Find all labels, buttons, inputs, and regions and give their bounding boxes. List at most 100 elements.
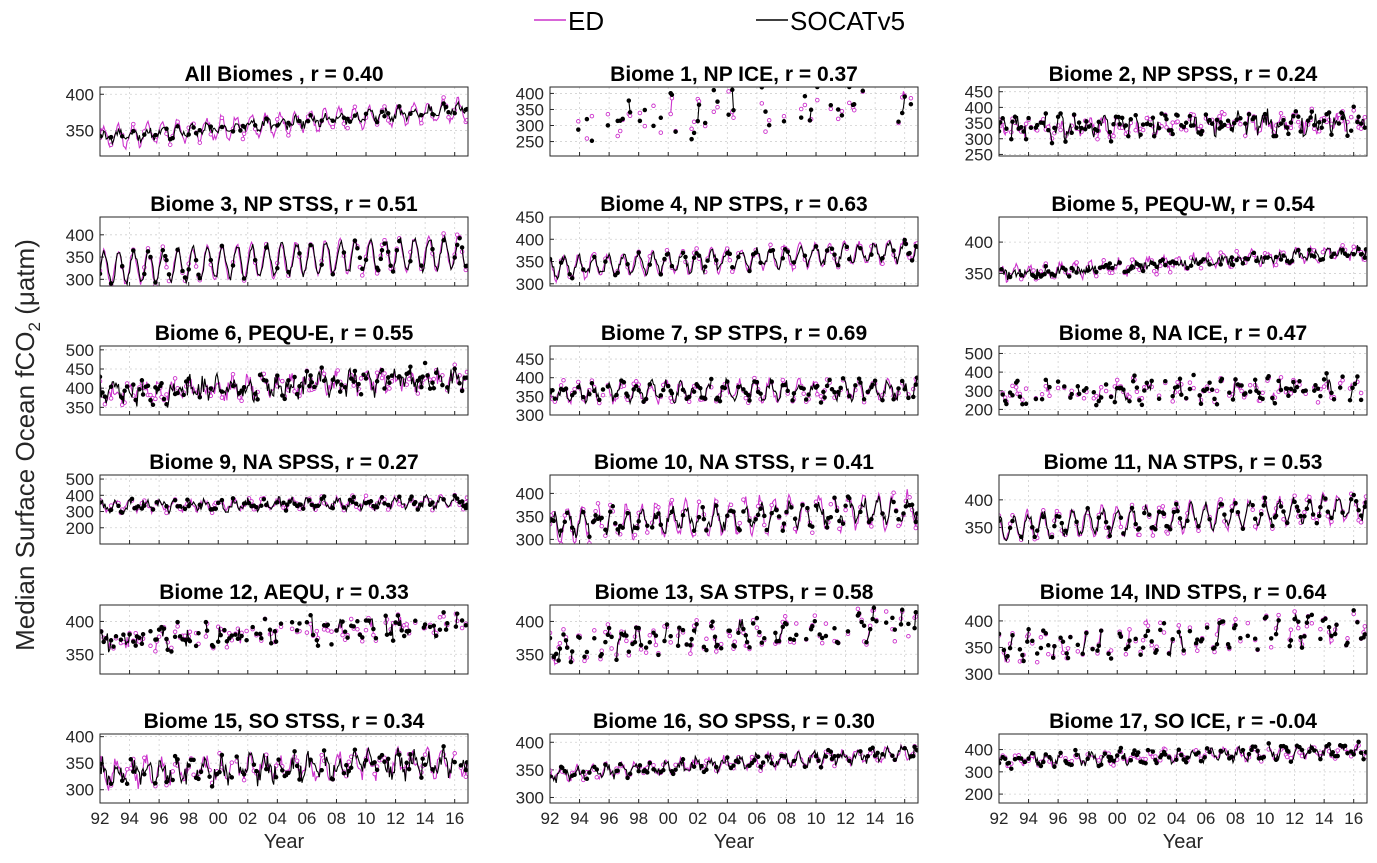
data-point (304, 630, 310, 635)
data-point (282, 773, 287, 779)
data-point (108, 134, 114, 140)
data-point (1176, 747, 1182, 752)
data-point (1055, 114, 1061, 120)
data-point (1284, 386, 1290, 391)
data-point (1121, 755, 1126, 760)
data-point (422, 752, 428, 757)
data-point (1137, 526, 1142, 531)
y-tick-label: 400 (965, 233, 993, 252)
data-point (1273, 262, 1279, 268)
data-point (625, 510, 630, 516)
data-point (1158, 620, 1163, 626)
panel-title: Biome 14, IND STPS, r = 0.64 (1040, 581, 1327, 604)
data-point (208, 124, 214, 129)
data-point (314, 637, 320, 643)
data-point (1356, 507, 1361, 513)
data-point (1086, 124, 1092, 129)
data-point (651, 123, 656, 129)
data-point (409, 494, 414, 499)
data-point (747, 645, 752, 650)
data-point (1314, 520, 1320, 526)
y-tick-label: 400 (66, 226, 94, 245)
data-point (1071, 112, 1077, 117)
y-tick-label: 350 (66, 645, 94, 664)
data-point (589, 113, 595, 119)
data-point (1020, 652, 1025, 658)
data-point (1284, 754, 1290, 760)
data-point (1063, 528, 1068, 533)
data-point (230, 263, 236, 268)
data-point (341, 505, 347, 510)
data-point (452, 759, 457, 765)
data-point (1058, 127, 1063, 133)
data-point (148, 392, 153, 398)
data-point (1007, 525, 1013, 531)
data-point (1177, 516, 1183, 521)
data-point (581, 509, 586, 515)
data-point (1143, 756, 1148, 762)
x-tick-label: 06 (297, 809, 316, 828)
data-point (754, 625, 760, 630)
data-point (1140, 127, 1146, 133)
data-point (781, 119, 787, 124)
data-point (1143, 633, 1148, 639)
data-point (368, 499, 374, 504)
data-point (1245, 256, 1251, 262)
data-point (441, 497, 446, 502)
data-point (1123, 652, 1129, 657)
data-point (704, 528, 709, 533)
data-point (241, 501, 247, 506)
data-point (1266, 373, 1271, 379)
data-point (133, 397, 138, 403)
data-point (1240, 526, 1246, 532)
data-point (1312, 122, 1317, 128)
data-point (856, 611, 862, 616)
data-point (150, 402, 156, 408)
data-point (1195, 637, 1200, 642)
data-point (736, 254, 741, 260)
data-point (636, 250, 641, 255)
data-point (669, 497, 675, 503)
data-point (1057, 514, 1062, 519)
data-point (193, 130, 199, 136)
data-point (715, 99, 720, 104)
data-point (459, 499, 465, 504)
data-point (164, 265, 169, 270)
data-point (1342, 743, 1348, 749)
plot-area (100, 360, 468, 408)
data-point (119, 263, 125, 269)
data-point (1268, 645, 1274, 650)
data-point (1080, 651, 1085, 657)
data-point (1230, 262, 1236, 268)
data-point (164, 504, 169, 509)
data-point (1034, 659, 1040, 665)
data-point (858, 749, 863, 754)
data-point (1234, 257, 1239, 263)
data-point (561, 378, 566, 383)
data-point (592, 518, 597, 523)
data-point (1292, 493, 1297, 498)
data-point (1361, 756, 1366, 762)
data-point (1170, 120, 1175, 125)
data-point (774, 507, 779, 513)
data-point (1345, 750, 1350, 756)
data-point (1094, 273, 1099, 279)
data-point (572, 772, 577, 778)
data-point (1358, 126, 1364, 131)
data-point (267, 627, 273, 633)
data-point (1134, 389, 1140, 395)
data-point (790, 398, 795, 403)
series-socatv5 (550, 605, 918, 665)
data-point (113, 634, 119, 639)
data-point (911, 394, 916, 400)
data-point (1010, 518, 1015, 524)
data-point (835, 753, 841, 759)
data-point (1119, 115, 1125, 121)
data-point (1260, 396, 1265, 402)
data-point (164, 636, 169, 642)
data-point (1069, 130, 1074, 136)
data-point (651, 767, 656, 772)
y-tick-label: 350 (516, 761, 544, 780)
data-point (587, 391, 592, 397)
data-point (355, 619, 360, 624)
